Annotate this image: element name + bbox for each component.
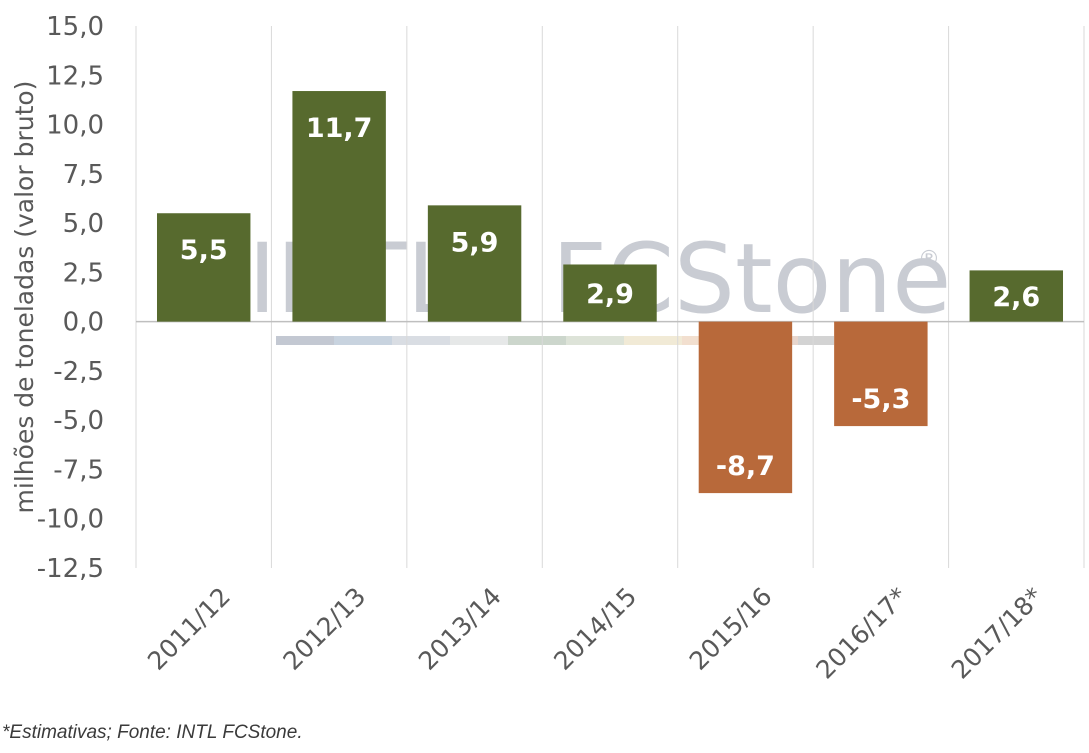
bar (969, 270, 1064, 322)
y-tick-label: 7,5 (63, 160, 104, 190)
bar (563, 264, 657, 322)
y-tick-label: -7,5 (53, 455, 104, 485)
bar (292, 91, 386, 322)
bar (156, 213, 251, 322)
y-tick-label: 2,5 (63, 258, 104, 288)
y-tick-label: 10,0 (46, 111, 104, 141)
data-label: 11,7 (306, 113, 373, 144)
bar (427, 205, 522, 322)
data-label: -8,7 (716, 451, 775, 482)
x-tick-label: 2014/15 (548, 582, 642, 676)
y-tick-label: 5,0 (63, 209, 104, 239)
bar (834, 321, 928, 427)
data-label: 5,9 (451, 227, 499, 258)
x-tick-label: 2011/12 (142, 582, 236, 676)
bar (698, 321, 793, 494)
bars: 5,5 11,7 5,9 2,9 -8,7 -5,3 2,6 (156, 91, 1064, 494)
data-label: 5,5 (180, 235, 228, 266)
x-tick-label: 2012/13 (277, 582, 371, 676)
y-axis-ticks: 15,0 12,5 10,0 7,5 5,0 2,5 0,0 -2,5 -5,0 -7,5 -10,… (37, 12, 104, 584)
data-label: -5,3 (851, 384, 910, 415)
y-tick-label: -5,0 (53, 406, 104, 436)
x-axis-ticks: 2011/12 2012/13 2013/14 2014/15 2015/16 2016/… (142, 582, 1049, 685)
footnote: *Estimativas; Fonte: INTL FCStone. (2, 722, 303, 743)
data-label: 2,9 (586, 279, 634, 310)
x-tick-label: 2015/16 (684, 582, 778, 676)
y-axis-label: milhões de toneladas (valor bruto) (10, 81, 39, 514)
y-tick-label: -12,5 (37, 554, 104, 584)
x-tick-label: 2013/14 (413, 582, 507, 676)
x-tick-label: 2016/17* (810, 582, 913, 685)
x-tick-label: 2017/18* (946, 582, 1049, 685)
y-tick-label: -2,5 (53, 357, 104, 387)
y-tick-label: 15,0 (46, 12, 104, 42)
y-tick-label: 12,5 (46, 61, 104, 91)
watermark-registered-mark: ® (918, 247, 940, 272)
y-tick-label: -10,0 (37, 505, 104, 535)
data-label: 2,6 (992, 282, 1040, 313)
y-tick-label: 0,0 (63, 308, 104, 338)
